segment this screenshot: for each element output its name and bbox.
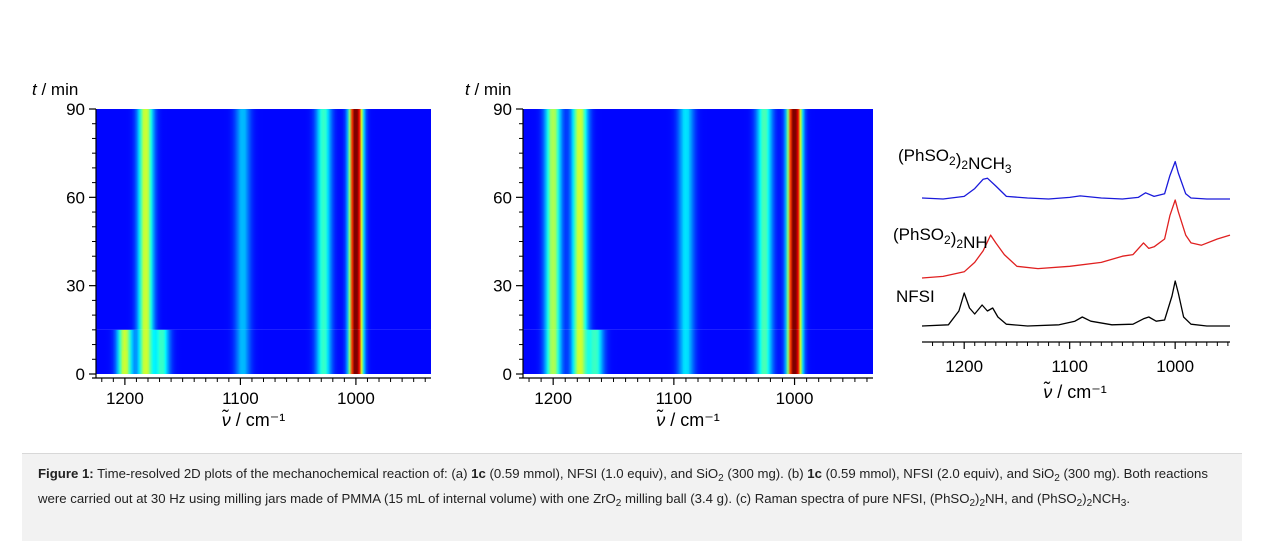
caption-text: (300 mg). Both reactions were carried ou… bbox=[38, 466, 1208, 506]
series-label-subscript: 2 bbox=[961, 158, 968, 172]
series-label-text: (PhSO bbox=[893, 225, 944, 244]
heatmap-band bbox=[239, 109, 246, 374]
x-axis-title-variable: ν̃ bbox=[1043, 381, 1052, 402]
y-axis-title-variable: t bbox=[465, 80, 471, 99]
y-tick-label: 60 bbox=[66, 188, 85, 207]
caption-subscript: 2 bbox=[1086, 498, 1093, 509]
caption-text: ) bbox=[975, 491, 980, 506]
caption-subscript: 2 bbox=[1054, 473, 1060, 484]
y-axis-title-variable: t bbox=[32, 80, 38, 99]
spectrum-line bbox=[921, 160, 1230, 200]
y-tick-label: 0 bbox=[503, 365, 512, 384]
x-tick-label: 1100 bbox=[656, 389, 693, 408]
y-tick-label: 0 bbox=[76, 365, 85, 384]
y-tick-label: 30 bbox=[493, 277, 512, 296]
x-tick-label: 1000 bbox=[776, 389, 814, 408]
series-label: (PhSO2)2NH bbox=[893, 225, 988, 252]
heatmap-band bbox=[550, 109, 557, 374]
x-axis-title-unit: / cm⁻¹ bbox=[1052, 382, 1107, 402]
series-label-subscript: 2 bbox=[949, 154, 956, 168]
x-tick-label: 1100 bbox=[1051, 357, 1088, 376]
x-axis-title: ν̃ / cm⁻¹ bbox=[1043, 381, 1107, 402]
x-axis-title-unit: / cm⁻¹ bbox=[665, 410, 720, 430]
heatmap-band bbox=[761, 109, 768, 374]
heatmap-band bbox=[158, 329, 165, 374]
caption-subscript: 2 bbox=[969, 498, 976, 509]
series-label-text: NH bbox=[963, 233, 988, 252]
x-axis-title-variable: ν̃ bbox=[656, 409, 665, 430]
heatmap-band bbox=[576, 109, 583, 374]
y-tick-label: 90 bbox=[66, 100, 85, 119]
x-tick-label: 1200 bbox=[534, 389, 572, 408]
caption-text: Time-resolved 2D plots of the mechanoche… bbox=[93, 466, 472, 481]
series-label-text: ) bbox=[951, 229, 957, 248]
caption-subscript: 3 bbox=[1120, 498, 1127, 509]
y-axis-title-unit: / min bbox=[37, 80, 79, 99]
panel-a: t / min 0 30 60 90 1200 1100 1000 ν̃ / cm⁻¹ bbox=[32, 80, 431, 430]
spectrum-line bbox=[921, 199, 1231, 279]
caption-text: (300 mg). (b) bbox=[723, 466, 808, 481]
panel-b: t / min 0 30 60 90 1200 1100 1000 ν̃ / cm⁻¹ bbox=[465, 80, 873, 430]
x-axis-title-unit: / cm⁻¹ bbox=[231, 410, 286, 430]
x-tick-label: 1000 bbox=[337, 389, 375, 408]
caption-text: . bbox=[1126, 491, 1130, 506]
caption-compound: 1c bbox=[471, 466, 486, 481]
caption-figure-label: Figure 1: bbox=[38, 466, 94, 481]
series-label-subscript: 3 bbox=[1005, 162, 1012, 176]
series-label-text: NFSI bbox=[896, 287, 935, 306]
caption-subscript: 2 bbox=[615, 498, 622, 509]
x-axis-title: ν̃ / cm⁻¹ bbox=[656, 409, 720, 430]
heatmap-band bbox=[121, 350, 128, 374]
x-tick-label: 1000 bbox=[1156, 357, 1194, 376]
figure-caption: Figure 1: Time-resolved 2D plots of the … bbox=[22, 453, 1242, 541]
series-label: NFSI bbox=[896, 287, 935, 306]
y-axis-title: t / min bbox=[465, 80, 511, 99]
series-label: (PhSO2)2NCH3 bbox=[898, 146, 1012, 176]
heatmap-band bbox=[142, 109, 149, 374]
caption-text: (0.59 mmol), NFSI (2.0 equiv), and SiO bbox=[821, 466, 1055, 481]
caption-subscript: 2 bbox=[979, 498, 986, 509]
y-axis-title: t / min bbox=[32, 80, 78, 99]
heatmap-band bbox=[320, 109, 327, 374]
caption-text: milling ball (3.4 g). (c) Raman spectra … bbox=[621, 491, 970, 506]
y-tick-label: 30 bbox=[66, 277, 85, 296]
heatmap-band bbox=[682, 109, 689, 374]
x-axis-title-variable: ν̃ bbox=[222, 409, 231, 430]
x-tick-label: 1200 bbox=[106, 389, 144, 408]
caption-subscript: 2 bbox=[1076, 498, 1083, 509]
series-label-text: NCH bbox=[968, 154, 1005, 173]
caption-text: NCH bbox=[1092, 491, 1121, 506]
heatmap-band bbox=[353, 109, 358, 374]
series-label-subscript: 2 bbox=[944, 233, 951, 247]
heatmap-late-region bbox=[523, 109, 873, 330]
heatmap-band bbox=[792, 109, 797, 374]
caption-text: NH, and (PhSO bbox=[985, 491, 1077, 506]
x-axis-title: ν̃ / cm⁻¹ bbox=[222, 409, 286, 430]
caption-text: (0.59 mmol), NFSI (1.0 equiv), and SiO bbox=[485, 466, 719, 481]
y-axis-title-unit: / min bbox=[470, 80, 512, 99]
caption-compound: 1c bbox=[807, 466, 822, 481]
caption-subscript: 2 bbox=[718, 473, 724, 484]
series-label-text: ) bbox=[956, 150, 962, 169]
y-tick-label: 60 bbox=[493, 188, 512, 207]
series-label-text: (PhSO bbox=[898, 146, 949, 165]
series-label-subscript: 2 bbox=[956, 237, 963, 251]
spectrum-line bbox=[921, 280, 1230, 327]
x-tick-label: 1100 bbox=[222, 389, 259, 408]
caption-text: ) bbox=[1082, 491, 1087, 506]
heatmap-early-region bbox=[523, 329, 873, 374]
y-tick-label: 90 bbox=[493, 100, 512, 119]
heatmap-band bbox=[592, 329, 599, 374]
heatmap-late-region bbox=[96, 109, 431, 330]
heatmap-early-region bbox=[96, 329, 431, 374]
x-tick-label: 1200 bbox=[945, 357, 983, 376]
